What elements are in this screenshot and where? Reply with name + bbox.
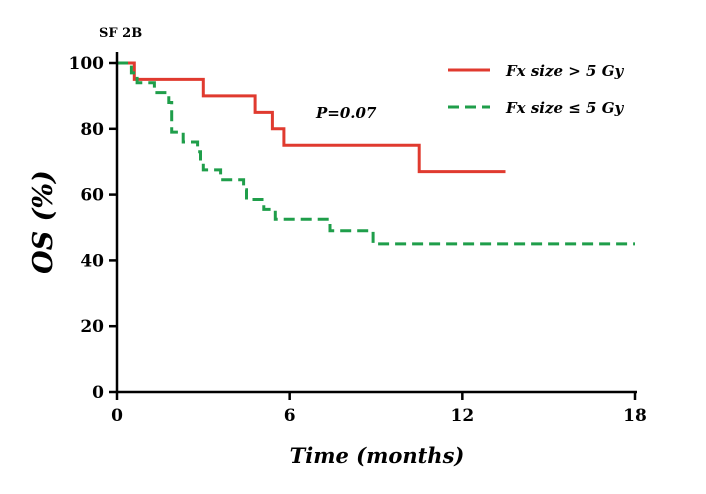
legend: Fx size > 5 Gy Fx size ≤ 5 Gy — [448, 62, 625, 117]
legend-label-red: Fx size > 5 Gy — [505, 62, 625, 80]
ticks-layer: 0 20 40 60 80 100 0 6 12 18 — [69, 54, 647, 426]
y-tick-label: 60 — [80, 186, 104, 206]
y-tick-label: 40 — [80, 251, 104, 271]
y-tick-label: 20 — [80, 317, 104, 337]
x-tick-label: 0 — [111, 406, 123, 426]
y-axis-title: OS (%) — [28, 170, 59, 274]
legend-label-green: Fx size ≤ 5 Gy — [505, 99, 625, 117]
panel-label: SF 2B — [99, 26, 142, 41]
y-tick-label: 100 — [69, 54, 105, 74]
p-value-annotation: P=0.07 — [315, 104, 377, 122]
x-tick-label: 18 — [623, 406, 647, 426]
x-tick-label: 12 — [450, 406, 474, 426]
series-layer — [117, 61, 635, 246]
y-tick-label: 80 — [80, 120, 104, 140]
series-line-red — [117, 61, 506, 174]
x-tick-label: 6 — [284, 406, 296, 426]
y-tick-label: 0 — [92, 383, 104, 403]
axes — [115, 52, 637, 394]
series-line-green — [117, 61, 635, 246]
x-axis-title: Time (months) — [290, 443, 465, 468]
